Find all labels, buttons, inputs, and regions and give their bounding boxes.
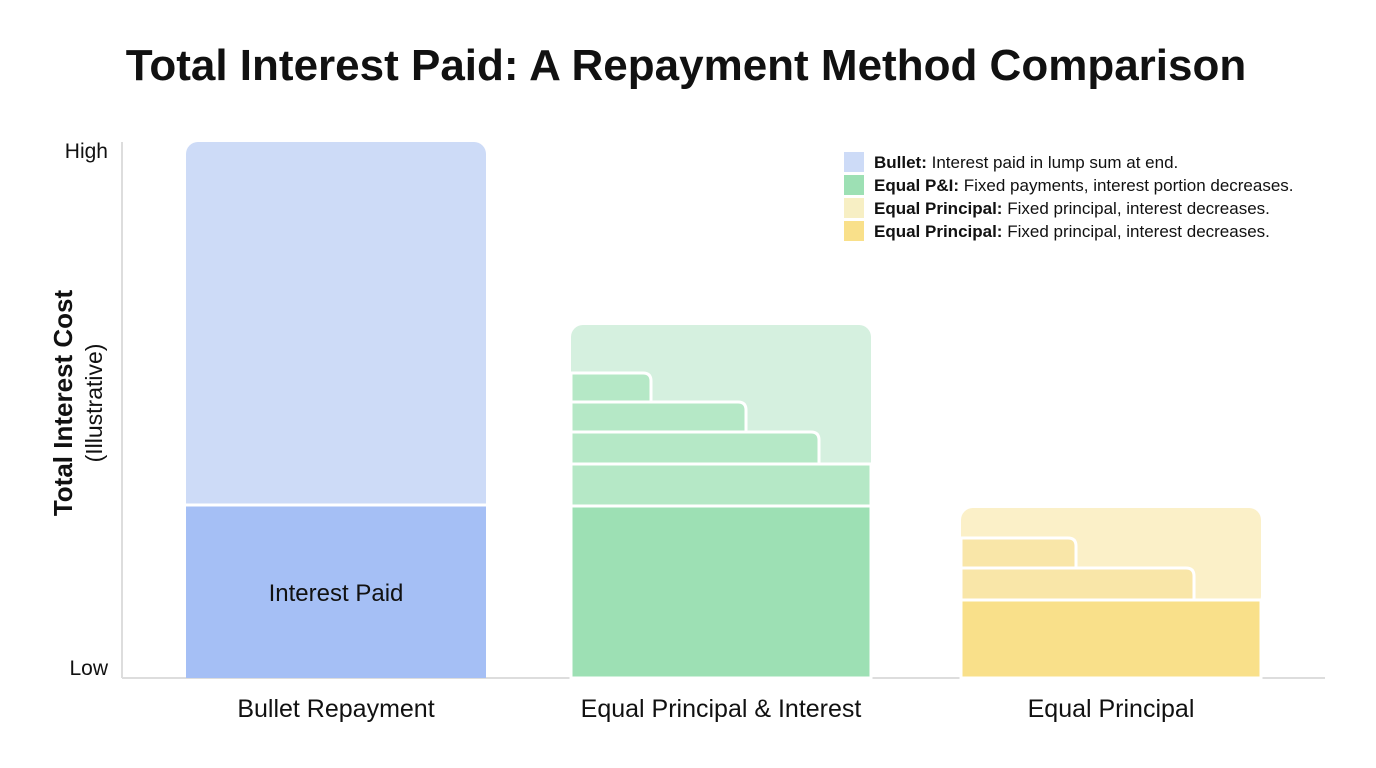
text: Fixed principal, interest decreases. [1007,199,1270,218]
y-label: Total Interest Cost [48,290,78,517]
text: Equal Principal: [874,222,1002,241]
text: Equal P&I: [874,176,959,195]
category-label: Equal Principal & Interest [581,695,862,723]
legend-swatch [844,152,864,172]
legend-entry: Bullet: Interest paid in lump sum at end… [874,153,1178,172]
legend-swatch [844,198,864,218]
text: Equal Principal: [874,199,1002,218]
bar-annotation: Interest Paid [269,580,404,607]
y-sublabel: (Illustrative) [81,344,107,463]
text: Interest paid in lump sum at end. [932,153,1179,172]
category-label: Bullet Repayment [237,695,434,723]
legend-entry: Equal Principal: Fixed principal, intere… [874,199,1270,218]
legend-entry: Equal Principal: Fixed principal, intere… [874,222,1270,241]
y-high: High [65,140,108,163]
legend: Bullet: Interest paid in lump sum at end… [844,152,1294,241]
ep-bar [959,508,1263,680]
legend-entry: Equal P&I: Fixed payments, interest port… [874,176,1294,195]
y-low: Low [69,657,108,680]
legend-swatch [844,175,864,195]
text: Fixed principal, interest decreases. [1007,222,1270,241]
category-label: Equal Principal [1028,695,1195,723]
title: Total Interest Paid: A Repayment Method … [126,41,1247,90]
text: Bullet: [874,153,927,172]
bullet-bar [186,142,486,678]
pi-bar [569,325,873,680]
text: Fixed payments, interest portion decreas… [964,176,1294,195]
legend-swatch [844,221,864,241]
